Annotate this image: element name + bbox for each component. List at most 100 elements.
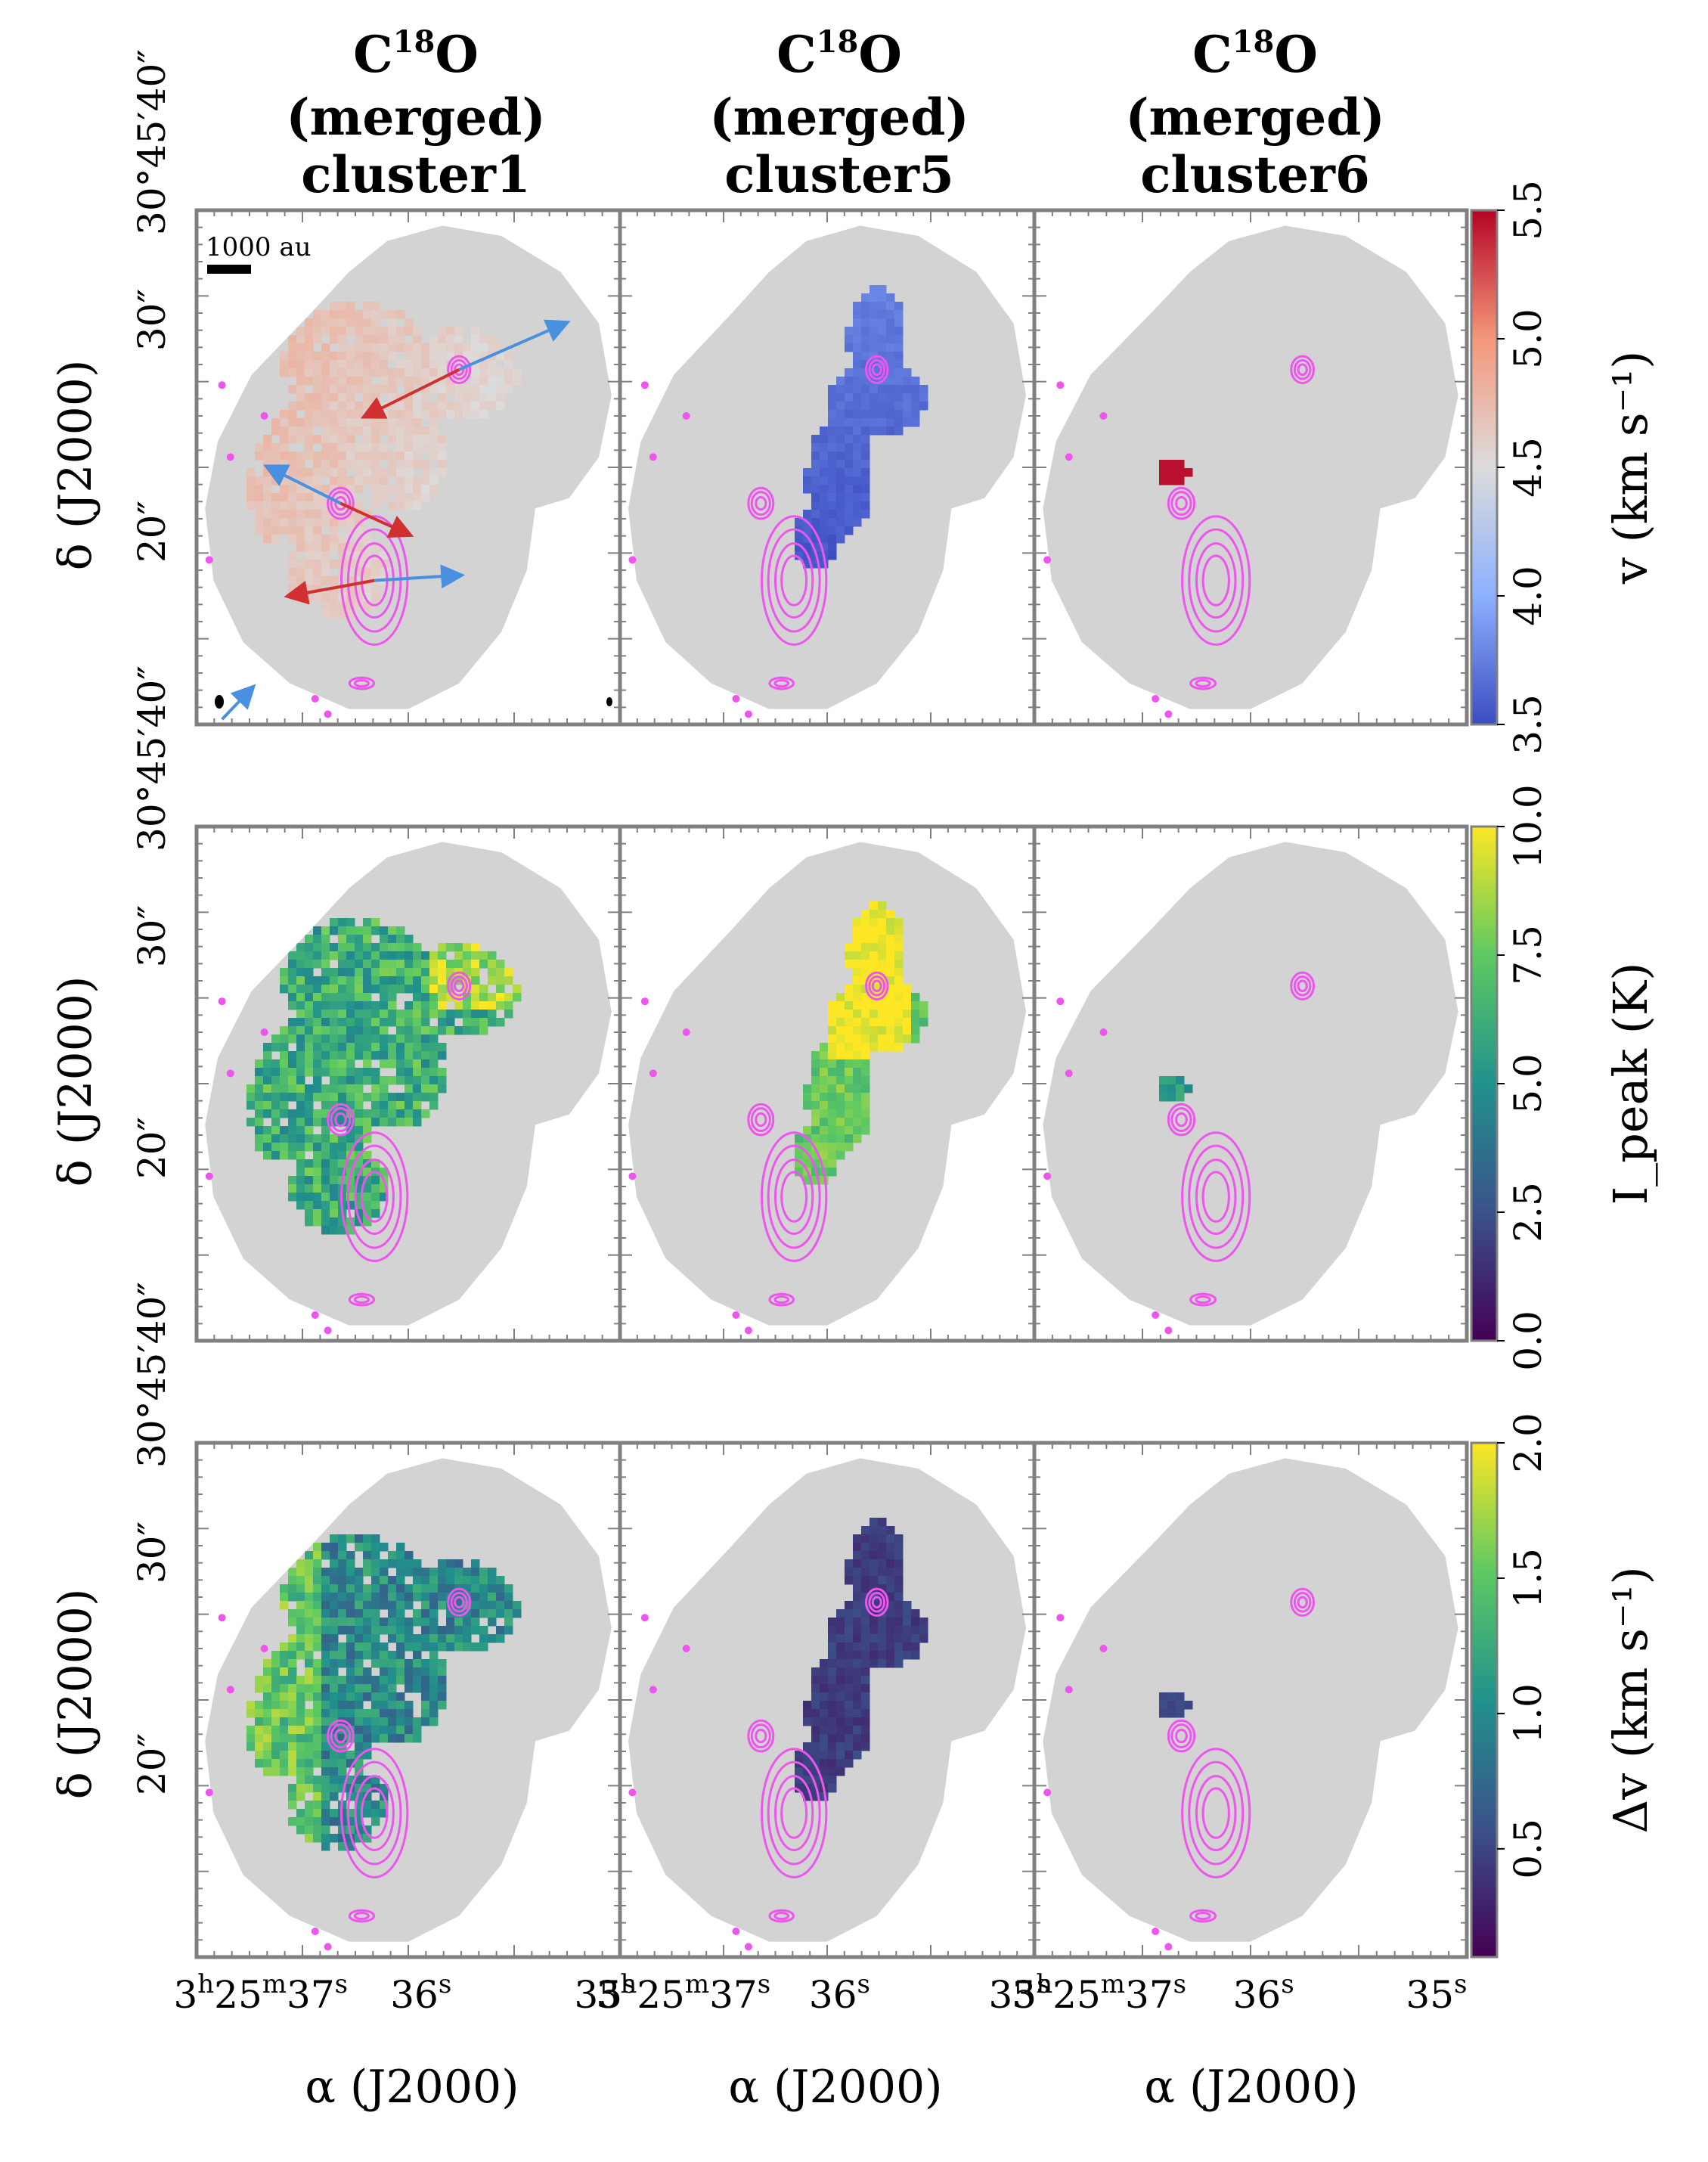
emission-pixel [869,943,879,952]
emission-pixel [338,335,347,344]
beam-ellipse [215,695,224,709]
emission-pixel [280,985,289,994]
emission-pixel [836,526,845,535]
emission-pixel [413,501,422,510]
emission-pixel [313,1634,322,1643]
emission-pixel [869,1018,879,1027]
emission-pixel [346,1026,355,1035]
contour-level [1297,1596,1308,1609]
emission-pixel [296,1792,305,1801]
emission-pixel [836,402,845,411]
emission-pixel [861,418,870,427]
contour-level [868,1592,886,1613]
emission-pixel [413,960,422,969]
emission-pixel [845,1068,854,1077]
emission-pixel [321,1726,330,1735]
emission-pixel [355,1176,364,1185]
emission-pixel [479,993,488,1002]
emission-pixel [355,1634,364,1643]
emission-pixel [271,1034,281,1044]
emission-pixel [1176,1084,1185,1093]
emission-pixel [803,468,812,477]
emission-pixel [246,501,256,510]
emission-pixel [355,468,364,477]
emission-pixel [371,1692,380,1701]
col1-title-line1: C18O [353,24,479,84]
emission-pixel [903,1601,912,1610]
emission-pixel [363,335,372,344]
emission-pixel [338,535,347,544]
emission-pixel [388,1010,397,1019]
emission-pixel [405,427,414,436]
emission-pixel [346,1084,355,1093]
emission-pixel [429,1676,439,1685]
emission-pixel [296,560,305,569]
emission-pixel [363,1726,372,1735]
emission-pixel [305,1159,314,1168]
emission-pixel [355,1593,364,1602]
emission-pixel [380,926,389,935]
emission-pixel [405,1601,414,1610]
emission-pixel [296,1817,305,1826]
emission-pixel [305,1659,314,1668]
emission-pixel [255,1059,264,1069]
emission-pixel [1159,468,1168,477]
emission-pixel [911,1018,920,1027]
emission-pixel [911,1010,920,1019]
emission-pixel [911,402,920,411]
emission-pixel [288,343,297,352]
emission-pixel [371,1076,380,1085]
emission-pixel [795,1784,804,1793]
ylabel-row1: δ (J2000) [49,360,102,571]
emission-pixel [845,343,854,352]
emission-pixel [388,435,397,444]
emission-pixel [878,310,887,319]
emission-pixel [338,385,347,394]
emission-pixel [894,1568,904,1577]
emission-pixel [288,1051,297,1060]
emission-pixel [355,1209,364,1218]
emission-pixel [355,1193,364,1202]
emission-pixel [313,385,322,394]
emission-pixel [845,1659,854,1668]
emission-pixel [380,1026,389,1035]
emission-pixel [861,1118,870,1127]
emission-pixel [853,468,862,477]
source-dot [628,1172,637,1180]
emission-pixel [305,402,314,411]
emission-pixel [396,1059,405,1069]
panel-rows: 1000 au [194,208,1469,1959]
emission-pixel [305,1676,314,1685]
source-dot [218,1614,226,1622]
emission-pixel [903,1018,912,1027]
source-dot [260,1028,268,1036]
emission-pixel [405,1076,414,1085]
source-dot [311,695,319,703]
emission-pixel [903,385,912,394]
emission-pixel [313,418,322,427]
emission-pixel [405,460,414,469]
emission-pixel [836,1651,845,1660]
contour-level [768,676,795,690]
emission-pixel [280,360,289,369]
emission-pixel [405,1051,414,1060]
contour-level [354,1159,395,1236]
emission-pixel [845,1576,854,1585]
emission-pixel [869,976,879,985]
emission-pixel [471,985,480,994]
emission-pixel [305,1101,314,1110]
emission-pixel [861,1692,870,1701]
emission-pixel [438,393,447,402]
emission-pixel [363,451,372,461]
emission-pixel [355,1717,364,1726]
emission-pixel [463,1634,472,1643]
emission-pixel [280,435,289,444]
xlabel-col2: α (J2000) [728,2061,942,2114]
emission-pixel [330,593,339,602]
emission-pixel [438,435,447,444]
emission-pixel [894,385,904,394]
emission-pixel [313,451,322,461]
emission-pixel [288,1001,297,1010]
emission-pixel [438,402,447,411]
emission-pixel [413,327,422,336]
